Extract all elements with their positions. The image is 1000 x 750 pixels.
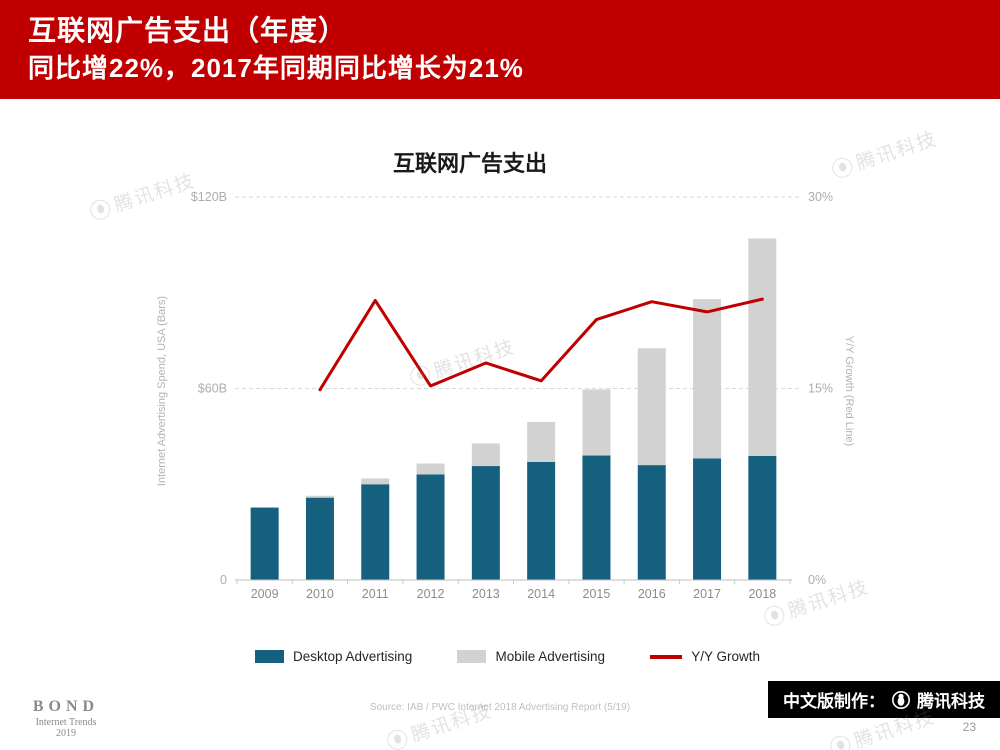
legend-item-desktop: Desktop Advertising [255,649,412,664]
desktop-bar-2010 [305,497,334,580]
bond-logo-year: 2019 [56,728,76,739]
legend-label-desktop: Desktop Advertising [293,649,413,664]
x-axis-label: 2018 [748,587,776,601]
mobile-bar-2010 [305,495,334,498]
x-axis-label: 2010 [306,587,334,601]
desktop-bar-2013 [471,466,500,580]
bond-logo-subtitle: Internet Trends [35,717,97,728]
slide-subtitle: 同比增22%，2017年同期同比增长为21% [28,53,524,83]
chart-title: 互联网广告支出 [392,151,547,176]
desktop-bar-2018 [748,455,777,580]
mobile-bar-2016 [637,348,666,466]
x-axis-label: 2011 [362,587,389,601]
desktop-bar-2011 [361,484,390,580]
page-number: 23 [962,720,976,734]
right-axis-title: Y/Y Growth (Red Line) [843,336,855,446]
left-axis-tick-label: $120B [191,190,227,204]
right-axis-tick-label: 15% [808,382,833,396]
left-axis-tick-label: $60B [198,382,227,396]
right-axis-tick-label: 30% [808,190,833,204]
mobile-bar-2013 [471,443,500,467]
mobile-bar-2015 [582,389,611,456]
left-axis-title: Internet Advertising Spend, USA (Bars) [156,296,168,486]
left-axis-tick-label: 0 [220,573,227,587]
mobile-bar-2014 [527,422,556,462]
mobile-bar-2018 [748,238,777,456]
slide-title: 互联网广告支出（年度） [28,15,348,46]
legend-item-growth: Y/Y Growth [650,649,760,664]
watermark-logo-icon [87,196,113,222]
mobile-bar-2011 [361,478,390,485]
bond-logo: BOND Internet Trends 2019 [18,698,114,739]
tencent-logo-icon [892,690,910,709]
x-axis-label: 2012 [417,587,445,601]
legend-label-mobile: Mobile Advertising [495,649,606,664]
legend-item-mobile: Mobile Advertising [457,649,605,664]
bond-logo-name: BOND [32,698,100,715]
desktop-swatch-icon [255,650,284,663]
mobile-swatch-icon [457,650,487,663]
desktop-bar-2016 [637,465,666,580]
mobile-bar-2012 [416,463,445,475]
slide-header: 互联网广告支出（年度） 同比增22%，2017年同期同比增长为21% [0,0,1000,99]
growth-line [318,297,764,392]
desktop-bar-2009 [250,507,279,580]
x-axis-label: 2013 [472,587,500,601]
mobile-bar-2017 [693,299,722,459]
growth-swatch-icon [650,654,683,659]
x-axis-label: 2014 [527,587,555,601]
tencent-credit-bar: 中文版制作： 腾讯科技 [768,681,1000,718]
credit-prefix: 中文版制作： [783,692,885,711]
x-axis-label: 2009 [251,587,279,601]
watermark-logo-icon [384,726,410,750]
x-axis-label: 2016 [638,587,666,601]
chart-legend: Desktop Advertising Mobile Advertising Y… [255,649,760,664]
desktop-bar-2014 [527,461,556,580]
watermark-logo-icon [827,732,853,750]
desktop-bar-2012 [416,474,445,580]
spend-growth-chart: $120B $60B 0 30% 15% 0% 2009 2010 2011 2012 2013 20… [156,190,855,601]
credit-brand: 腾讯科技 [917,692,985,711]
right-axis-tick-label: 0% [808,573,826,587]
desktop-bar-2017 [693,458,722,580]
x-axis-label: 2017 [693,587,721,601]
x-axis-label: 2015 [583,587,611,601]
source-note: Source: IAB / PWC Internet 2018 Advertis… [369,702,631,713]
desktop-bar-2015 [582,455,611,580]
legend-label-growth: Y/Y Growth [691,649,760,664]
